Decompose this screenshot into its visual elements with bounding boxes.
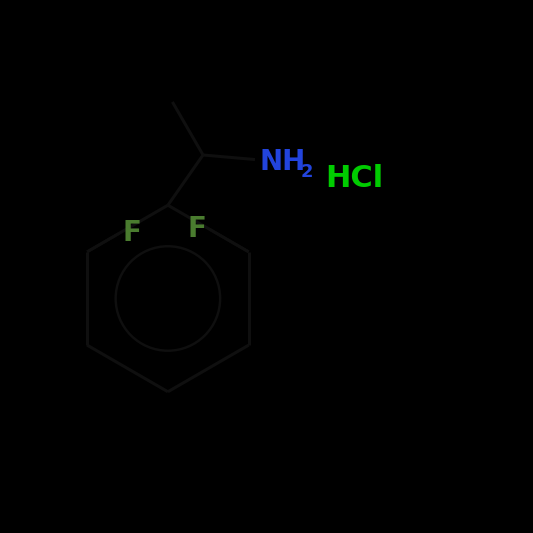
Text: HCl: HCl bbox=[325, 164, 383, 193]
Text: 2: 2 bbox=[301, 163, 313, 181]
Text: F: F bbox=[188, 215, 207, 243]
Text: NH: NH bbox=[259, 148, 305, 176]
Text: F: F bbox=[122, 219, 141, 247]
